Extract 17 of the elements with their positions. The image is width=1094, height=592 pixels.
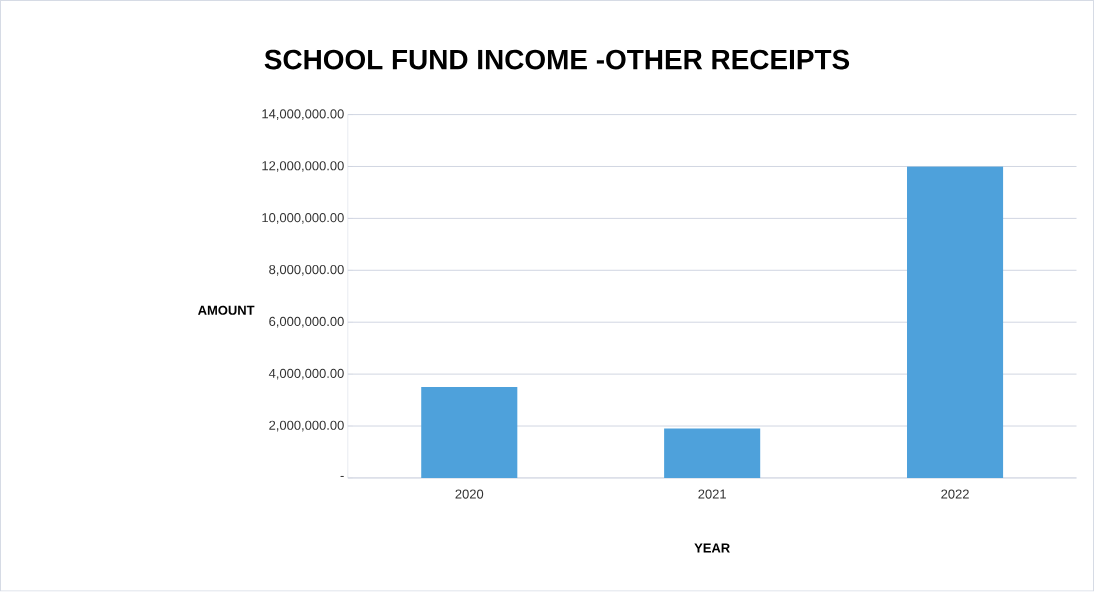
y-tick-label: 2,000,000.00 [269,420,344,432]
y-tick-label: 12,000,000.00 [262,161,344,173]
y-axis-title: AMOUNT [198,305,255,316]
y-tick-label: 10,000,000.00 [262,213,344,224]
bar [421,387,518,479]
y-tick-label: 14,000,000.00 [262,109,344,121]
bar [907,166,1004,479]
chart-title: SCHOOL FUND INCOME -OTHER RECEIPTS [264,49,850,70]
y-tick-label: - [340,476,344,478]
x-axis-title: YEAR [694,543,730,553]
y-tick-label: 6,000,000.00 [269,317,344,328]
y-tick-label: 4,000,000.00 [268,368,344,380]
x-tick-label: 2020 [455,489,484,499]
bar [664,428,761,479]
y-tick-label: 8,000,000.00 [269,265,344,276]
x-tick-label: 2021 [698,489,726,499]
x-tick-label: 2022 [941,489,969,499]
